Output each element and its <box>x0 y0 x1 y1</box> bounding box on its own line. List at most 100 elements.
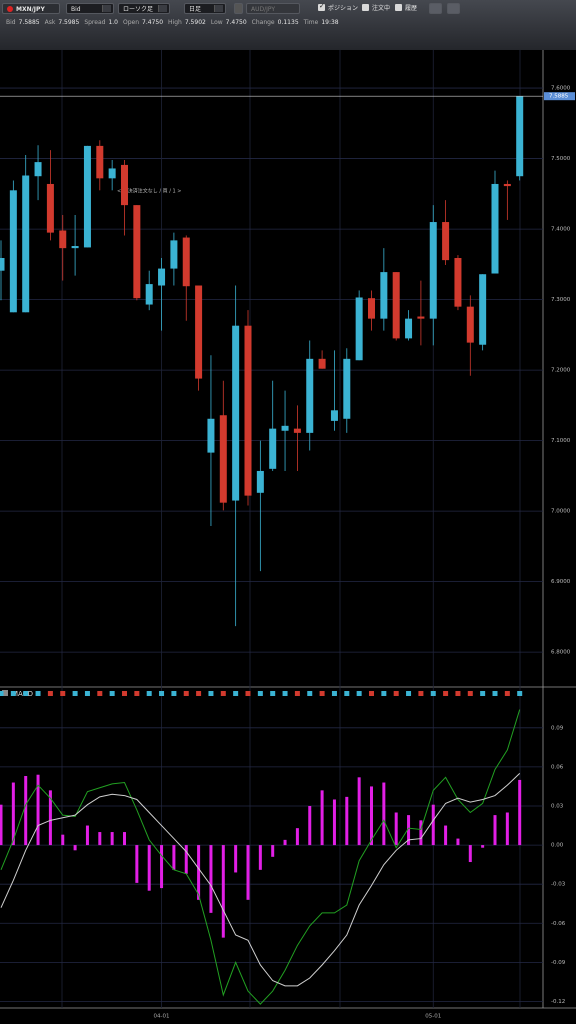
quote-item: Change 0.1135 <box>252 19 299 27</box>
y-tick-label: 0.06 <box>551 764 564 770</box>
direction-dot <box>35 691 41 696</box>
histogram-bar <box>73 845 77 851</box>
y-tick-label: 0.00 <box>551 843 564 849</box>
candle-body <box>46 183 54 233</box>
candle-body <box>170 240 178 269</box>
direction-dot <box>393 691 399 696</box>
quote-item: Spread 1.0 <box>84 19 118 27</box>
compare-select[interactable]: AUD/JPY <box>246 3 300 14</box>
direction-dot <box>381 691 387 696</box>
histogram-bar <box>444 825 448 846</box>
histogram-bar <box>308 805 312 846</box>
histogram-bar <box>61 834 65 846</box>
x-tick-label: 05-01 <box>425 1014 441 1020</box>
checkbox[interactable] <box>362 4 369 11</box>
quote-value: 19:38 <box>321 19 339 26</box>
histogram-bar <box>135 845 139 883</box>
checkbox-label: 注文中 <box>372 5 391 12</box>
direction-dot <box>406 691 412 696</box>
candle-body <box>405 318 413 339</box>
candle-body <box>269 428 277 469</box>
direction-dot <box>159 691 165 696</box>
candle-body <box>71 246 79 249</box>
direction-dot <box>245 691 251 696</box>
annotation: < 未決済注文なし / 買 / 1 > <box>117 188 181 195</box>
candle-body <box>244 325 252 496</box>
close-icon[interactable] <box>2 690 8 696</box>
period: 日足 <box>189 6 202 13</box>
histogram-bar <box>295 828 299 846</box>
price-type-select[interactable]: Bid <box>66 3 114 14</box>
candle-body <box>417 316 425 319</box>
direction-dot <box>257 691 263 696</box>
direction-dot <box>356 691 362 696</box>
compare-toggle[interactable] <box>234 3 243 14</box>
direction-dot <box>294 691 300 696</box>
checkbox-label: 履歴 <box>405 5 418 12</box>
direction-dot <box>97 691 103 696</box>
y-tick-label: 6.8000 <box>551 650 571 656</box>
checkbox[interactable]: ✓ <box>318 2 325 11</box>
chart-type-select[interactable]: ローソク足 <box>118 3 170 14</box>
histogram-bar <box>456 838 460 846</box>
direction-dot <box>84 691 90 696</box>
candle-body <box>219 415 227 503</box>
direction-dot <box>467 691 473 696</box>
direction-dot <box>418 691 424 696</box>
candle-body <box>343 358 351 419</box>
histogram-bar <box>24 776 28 846</box>
histogram-bar <box>209 845 213 913</box>
quote-label: High <box>168 19 182 26</box>
indicator-line <box>0 773 521 987</box>
direction-dot <box>47 691 53 696</box>
candle-body <box>479 274 487 345</box>
panel-title: MACD <box>12 690 33 698</box>
checkbox[interactable] <box>395 4 402 11</box>
direction-dot <box>196 691 202 696</box>
histogram-bar <box>197 845 201 900</box>
histogram-bar <box>234 845 238 873</box>
histogram-bar <box>123 832 126 846</box>
candle-body <box>306 358 314 433</box>
y-tick-label: -0.03 <box>551 882 566 888</box>
y-tick-label: 7.4000 <box>551 227 571 233</box>
candle-body <box>83 145 91 248</box>
y-tick-label: 7.3000 <box>551 297 571 303</box>
quote-label: Ask <box>44 19 56 26</box>
histogram-bar <box>481 845 485 848</box>
quote-item: Ask 7.5985 <box>45 19 80 27</box>
direction-dot <box>319 691 325 696</box>
quote-item: Open 7.4750 <box>123 19 163 27</box>
x-tick-label: 04-01 <box>154 1014 170 1020</box>
direction-dot <box>443 691 449 696</box>
quote-value: 0.1135 <box>277 19 299 26</box>
quote-label: Spread <box>84 19 106 26</box>
chart-type: ローソク足 <box>123 6 154 13</box>
histogram-bar <box>98 832 102 846</box>
candle-body <box>34 162 42 177</box>
export-button[interactable] <box>447 3 460 14</box>
period-select[interactable]: 日足 <box>184 3 226 14</box>
direction-dot <box>282 691 288 696</box>
quote-value: 7.4750 <box>142 19 164 26</box>
y-tick-label: 7.2000 <box>551 368 571 374</box>
indicator-line <box>0 709 521 1005</box>
direction-dot <box>23 691 29 696</box>
direction-dot <box>134 691 140 696</box>
symbol-select[interactable]: MXN/JPY <box>2 3 60 14</box>
candle-body <box>454 258 462 307</box>
quote-label: Bid <box>6 19 16 26</box>
candle-body <box>429 222 437 319</box>
y-tick-label: 7.0000 <box>551 509 571 515</box>
candle-body <box>158 268 166 286</box>
direction-dot <box>455 691 461 696</box>
histogram-bar <box>419 820 423 846</box>
quote-value: 7.5902 <box>184 19 206 26</box>
direction-dot <box>72 691 78 696</box>
candle-body <box>96 145 104 179</box>
quote-item: Low 7.4750 <box>211 19 247 27</box>
price-type: Bid <box>71 6 81 13</box>
settings-button[interactable] <box>429 3 442 14</box>
y-tick-label: 0.09 <box>551 725 564 731</box>
